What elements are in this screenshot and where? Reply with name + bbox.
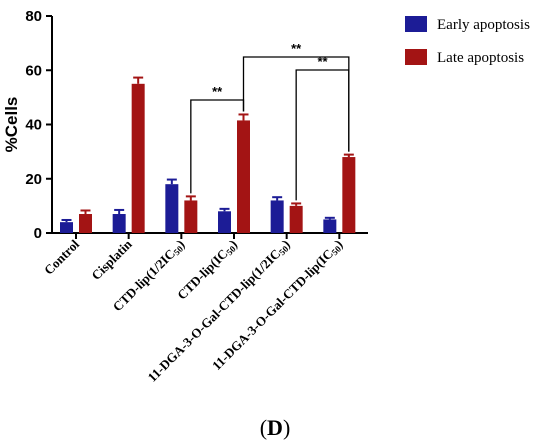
y-tick-label: 0 — [34, 225, 42, 242]
significance-label: ** — [317, 54, 328, 69]
significance-annotations: ** ** ** — [190, 41, 350, 201]
y-tick-label: 40 — [25, 117, 42, 134]
significance-label: ** — [291, 41, 302, 56]
legend-label: Early apoptosis — [437, 17, 530, 33]
bar — [79, 214, 92, 233]
panel-label: (D) — [259, 415, 291, 440]
bar — [323, 219, 337, 233]
legend-label: Late apoptosis — [437, 50, 524, 66]
bar — [184, 200, 198, 233]
bar — [342, 157, 356, 233]
y-tick-label: 60 — [25, 62, 42, 79]
category-label: Cisplatin — [88, 236, 135, 283]
bar — [270, 200, 284, 233]
chart-bars — [60, 76, 356, 233]
chart-legend: Early apoptosis Late apoptosis — [405, 16, 530, 66]
y-axis-title: %Cells — [2, 97, 21, 153]
legend-swatch — [405, 16, 427, 32]
significance-label: ** — [212, 84, 223, 99]
y-tick-label: 20 — [25, 171, 42, 188]
legend-swatch — [405, 49, 427, 65]
y-tick-label: 80 — [25, 8, 42, 25]
bar — [218, 211, 231, 233]
category-label: Control — [41, 236, 82, 277]
bar — [165, 184, 179, 233]
bar — [131, 83, 145, 233]
significance-bracket — [295, 69, 350, 201]
significance-bracket — [190, 99, 245, 194]
bar — [112, 214, 126, 233]
panel-label-letter: D — [267, 415, 283, 440]
bar — [237, 120, 250, 233]
bar — [60, 222, 73, 233]
bar — [289, 205, 303, 233]
